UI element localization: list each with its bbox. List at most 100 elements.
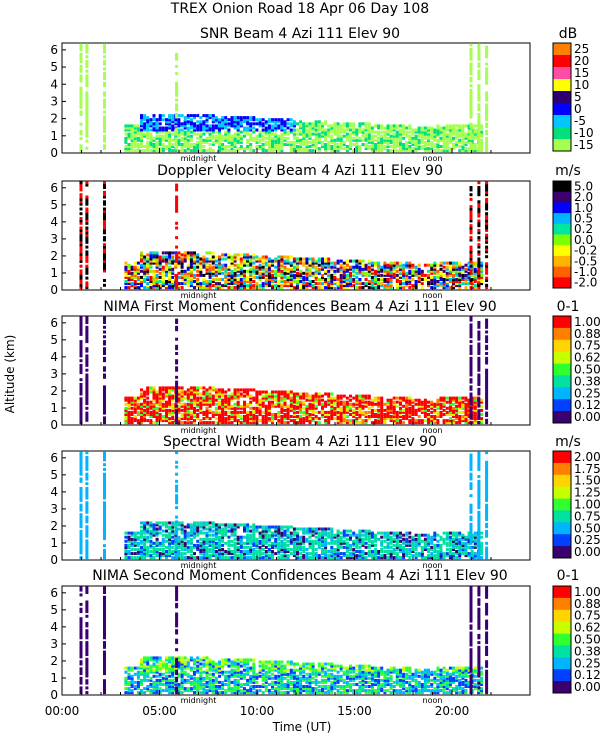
data-cell (239, 259, 243, 263)
data-cell (168, 410, 172, 414)
data-cell (317, 122, 321, 126)
data-cell (436, 410, 440, 414)
data-cell (477, 147, 480, 151)
streak-cell (103, 335, 106, 339)
data-cell (286, 257, 290, 261)
streak-cell (477, 91, 481, 95)
colorbar-swatch (553, 316, 571, 329)
data-cell (436, 140, 440, 144)
data-cell (417, 145, 421, 148)
streak-cell (477, 52, 481, 56)
data-cell (249, 421, 253, 425)
data-cell (205, 282, 209, 286)
data-cell (364, 145, 368, 148)
data-cell (208, 269, 212, 273)
data-cell (152, 114, 156, 118)
data-cell (274, 273, 278, 277)
data-cell (271, 138, 274, 142)
data-cell (420, 273, 424, 277)
data-cell (124, 124, 128, 128)
data-cell (249, 255, 253, 259)
data-cell (280, 124, 284, 128)
data-cell (383, 421, 387, 425)
streak-cell (103, 224, 106, 228)
data-cell (349, 147, 352, 151)
data-cell (161, 280, 165, 283)
data-cell (377, 421, 381, 425)
data-cell (277, 394, 281, 398)
data-cell (208, 386, 212, 390)
data-cell (280, 126, 284, 130)
data-cell (255, 410, 259, 414)
data-cell (345, 132, 349, 136)
streak-cell (175, 207, 179, 211)
data-cell (448, 147, 452, 151)
streak-cell (469, 361, 473, 365)
data-cell (196, 120, 200, 124)
data-cell (149, 410, 153, 414)
streak-cell (485, 190, 489, 194)
streak-cell (103, 228, 106, 232)
data-cell (336, 147, 340, 151)
data-cell (317, 124, 321, 128)
data-cell (133, 400, 137, 404)
data-cell (280, 120, 284, 124)
data-cell (374, 413, 377, 416)
data-cell (155, 415, 159, 418)
streak-cell (477, 48, 481, 52)
streak-cell (79, 264, 83, 268)
data-cell (283, 280, 287, 283)
data-cell (395, 396, 399, 400)
data-cell (423, 126, 427, 130)
data-cell (467, 408, 471, 412)
data-cell (161, 523, 165, 527)
data-cell (458, 138, 462, 142)
data-cell (299, 419, 303, 423)
data-cell (233, 118, 237, 122)
data-cell (374, 419, 377, 423)
streak-cell (485, 149, 489, 153)
streak-cell (175, 409, 179, 413)
data-cell (271, 147, 274, 151)
data-cell (333, 410, 337, 414)
data-cell (199, 408, 203, 412)
streak-cell (79, 45, 83, 49)
data-cell (243, 280, 246, 283)
streak-cell (485, 207, 489, 211)
data-cell (239, 136, 243, 140)
data-cell (289, 282, 293, 286)
data-cell (367, 267, 371, 271)
data-cell (420, 134, 424, 138)
data-cell (246, 118, 250, 122)
data-cell (158, 556, 162, 560)
data-cell (130, 282, 134, 286)
data-cell (140, 149, 143, 153)
data-cell (430, 269, 434, 273)
data-cell (161, 402, 165, 406)
data-cell (196, 253, 200, 257)
data-cell (305, 149, 309, 153)
data-cell (374, 269, 377, 273)
data-cell (277, 392, 281, 396)
data-cell (296, 280, 299, 283)
streak-cell (485, 214, 489, 218)
data-cell (146, 406, 150, 410)
data-cell (442, 132, 446, 136)
data-cell (286, 406, 290, 410)
data-cell (280, 273, 284, 277)
data-cell (321, 143, 324, 146)
data-cell (427, 275, 430, 279)
data-cell (208, 124, 212, 128)
data-cell (311, 413, 315, 416)
data-cell (236, 138, 240, 142)
streak-cell (103, 137, 106, 141)
data-cell (380, 398, 384, 402)
data-cell (439, 136, 443, 140)
data-cell (349, 421, 352, 425)
data-cell (433, 128, 437, 132)
data-cell (171, 282, 175, 286)
data-cell (239, 124, 243, 128)
data-cell (140, 284, 143, 288)
data-cell (420, 419, 424, 423)
data-cell (464, 396, 468, 400)
